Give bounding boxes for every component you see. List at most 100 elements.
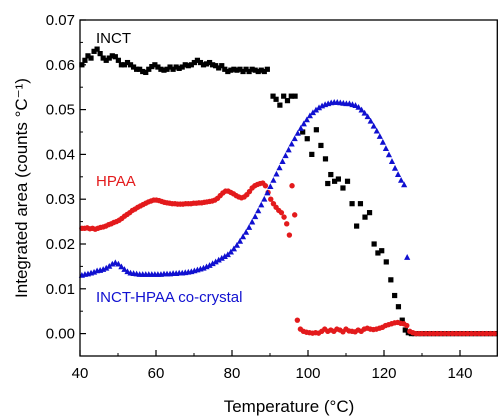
- data-point: [82, 57, 88, 63]
- data-point: [264, 66, 270, 72]
- data-point: [391, 164, 399, 171]
- data-point: [121, 266, 128, 272]
- data-point: [292, 212, 298, 218]
- data-point: [124, 59, 131, 66]
- data-point: [284, 221, 290, 227]
- data-point: [118, 263, 125, 270]
- data-point: [449, 330, 456, 337]
- data-point: [404, 254, 411, 260]
- data-point: [264, 189, 271, 196]
- data-point: [352, 102, 359, 108]
- data-point: [284, 98, 291, 104]
- data-point: [258, 201, 265, 208]
- data-point: [179, 64, 185, 70]
- data-point: [167, 64, 173, 70]
- data-point: [281, 214, 287, 220]
- data-point: [103, 57, 109, 63]
- data-point: [491, 330, 497, 337]
- data-point: [289, 183, 295, 189]
- data-point: [328, 171, 334, 178]
- data-point: [388, 277, 394, 283]
- data-point: [379, 248, 385, 254]
- data-point: [239, 233, 247, 240]
- data-point: [288, 140, 295, 147]
- data-point: [398, 176, 405, 183]
- data-point: [146, 66, 152, 72]
- data-point: [112, 54, 118, 60]
- data-point: [115, 57, 121, 63]
- data-point: [176, 65, 182, 71]
- data-point: [249, 218, 256, 225]
- data-point: [472, 330, 478, 337]
- x-tick-label: 120: [371, 365, 396, 382]
- y-tick-label: 0.06: [46, 57, 75, 74]
- series-inct-hpaa-co-crystal: [78, 99, 411, 278]
- data-point: [100, 55, 106, 61]
- data-point: [218, 254, 225, 261]
- data-point: [476, 330, 482, 337]
- data-point: [355, 103, 362, 110]
- x-tick-label: 80: [224, 365, 241, 382]
- data-point: [219, 63, 225, 69]
- data-point: [306, 112, 313, 119]
- data-point: [170, 66, 176, 72]
- data-point: [487, 330, 494, 337]
- data-point: [258, 67, 264, 73]
- data-point: [304, 136, 310, 142]
- x-axis-title: Temperature (°C): [224, 397, 355, 416]
- data-point: [249, 66, 255, 72]
- data-point: [383, 259, 389, 265]
- data-point: [203, 61, 210, 67]
- data-point: [358, 106, 365, 113]
- data-point: [221, 253, 228, 259]
- data-point: [103, 264, 110, 271]
- data-point: [236, 237, 244, 244]
- data-point: [246, 224, 253, 230]
- data-point: [371, 241, 377, 247]
- data-point: [294, 129, 301, 136]
- data-point: [288, 93, 294, 99]
- data-point: [385, 151, 393, 158]
- data-point: [242, 228, 250, 235]
- data-point: [88, 55, 94, 61]
- data-point: [461, 330, 467, 337]
- data-point: [134, 66, 140, 72]
- x-tick-label: 60: [148, 365, 165, 382]
- data-point: [438, 330, 444, 337]
- data-point: [209, 260, 216, 267]
- data-point: [379, 138, 386, 145]
- data-point: [267, 183, 274, 190]
- data-point: [240, 68, 246, 75]
- data-point: [216, 65, 222, 71]
- data-point: [388, 158, 396, 164]
- data-point: [291, 135, 298, 142]
- data-point: [483, 330, 490, 337]
- data-point: [325, 180, 331, 187]
- data-point: [426, 330, 433, 337]
- data-point: [395, 304, 402, 310]
- series-label-co-crystal: INCT-HPAA co-crystal: [96, 289, 242, 306]
- data-point: [261, 195, 268, 202]
- data-point: [261, 68, 267, 75]
- data-point: [85, 53, 91, 59]
- data-point: [222, 66, 228, 72]
- data-point: [278, 209, 285, 216]
- data-point: [243, 66, 249, 72]
- data-point: [225, 68, 231, 75]
- y-tick-label: 0.04: [46, 146, 75, 163]
- plot-frame: [79, 19, 498, 357]
- y-tick-label: 0.05: [46, 102, 75, 119]
- data-point: [252, 67, 258, 73]
- series-label-inct: INCT: [96, 30, 131, 47]
- data-point: [121, 62, 128, 68]
- data-point: [137, 66, 143, 72]
- data-point: [185, 63, 191, 69]
- data-point: [373, 127, 380, 134]
- data-point: [94, 46, 100, 52]
- data-point: [224, 251, 231, 258]
- data-point: [200, 62, 207, 68]
- y-tick-label: 0.00: [46, 326, 75, 343]
- data-point: [277, 102, 283, 108]
- data-point: [268, 196, 274, 202]
